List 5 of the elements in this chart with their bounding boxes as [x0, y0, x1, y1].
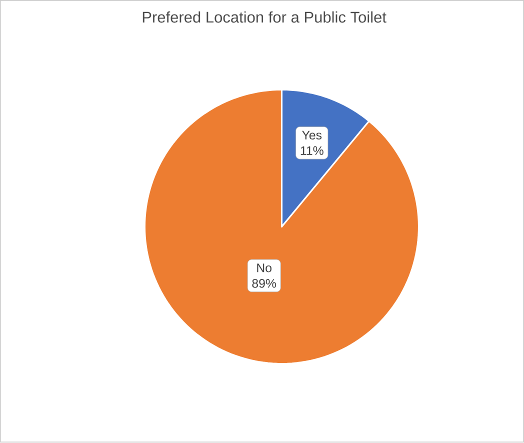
data-label: 89% — [252, 279, 276, 288]
data-label: 11% — [300, 146, 324, 156]
slice-label: Yes — [302, 131, 322, 140]
chart-title: Prefered Location for a Public Toilet — [142, 12, 386, 23]
slice-label: No — [257, 264, 272, 272]
